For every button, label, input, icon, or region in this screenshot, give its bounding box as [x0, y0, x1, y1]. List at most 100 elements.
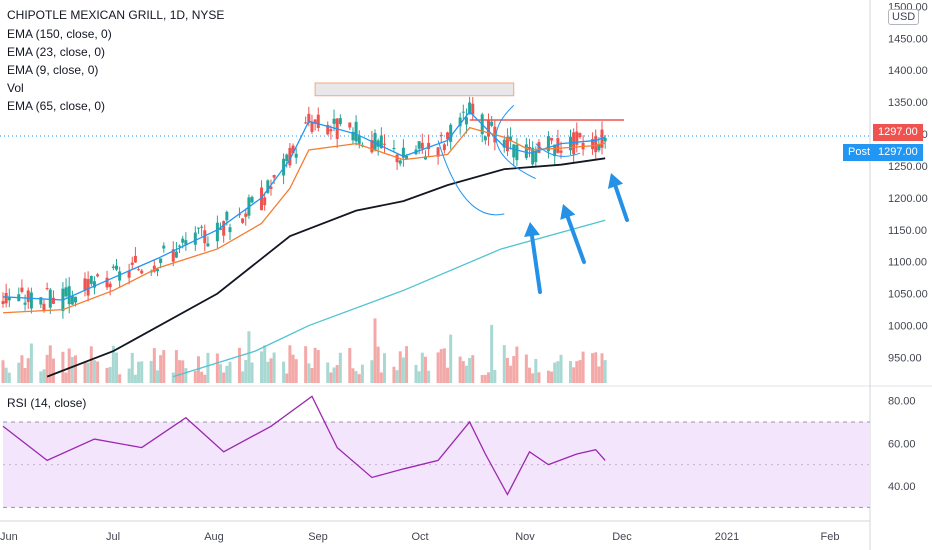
volume-bar: [288, 345, 292, 383]
volume-bar: [206, 352, 210, 383]
price-tick-label: 950.00: [888, 352, 922, 364]
candle-body: [483, 136, 487, 141]
rsi-label[interactable]: RSI (14, close): [7, 396, 87, 410]
candle-body: [575, 131, 579, 145]
volume-bar: [219, 364, 223, 383]
volume-bar: [338, 352, 342, 383]
legend-title: CHIPOTLE MEXICAN GRILL, 1D, NYSE: [7, 8, 225, 22]
candle-body: [140, 270, 144, 274]
candle-body: [4, 292, 8, 304]
volume-bar: [357, 374, 361, 383]
candle-body: [534, 150, 538, 163]
candle-body: [468, 102, 472, 115]
candle-body: [307, 113, 311, 123]
volume-bar: [395, 370, 399, 383]
volume-bar: [471, 355, 475, 383]
candle-body: [348, 122, 352, 128]
volume-bar: [48, 345, 52, 383]
candle-body: [200, 226, 204, 228]
legend-ema150[interactable]: EMA (150, close, 0): [7, 27, 112, 41]
price-tick-label: 1400.00: [888, 65, 928, 77]
candle-body: [269, 186, 273, 190]
arrow-head: [560, 204, 576, 220]
volume-bar: [578, 360, 582, 383]
rsi-line: [2, 395, 606, 496]
candle-body: [162, 245, 166, 249]
candle-body: [423, 156, 427, 160]
volume-bar: [528, 367, 532, 383]
candle-body: [487, 119, 491, 137]
volume-bar: [382, 353, 386, 383]
candle-body: [96, 274, 100, 277]
candle-body: [382, 143, 386, 145]
volume-bar: [247, 331, 251, 383]
candle-body: [203, 230, 207, 244]
legend-vol[interactable]: Vol: [7, 81, 24, 95]
volume-bar: [509, 365, 513, 383]
candle-body: [464, 117, 468, 125]
candle-body: [206, 243, 210, 247]
candle-body: [490, 121, 494, 126]
candle-body: [137, 269, 141, 271]
candle-body: [594, 136, 598, 153]
volume-bar: [515, 346, 519, 383]
volume-bar: [20, 355, 24, 383]
volume-bar: [332, 367, 336, 383]
candle-body: [193, 232, 197, 245]
volume-bar: [490, 324, 494, 383]
volume-bar: [316, 350, 320, 383]
volume-bar: [458, 356, 462, 383]
candle-body: [395, 154, 399, 163]
candle-body: [458, 117, 462, 127]
candle-body: [288, 147, 292, 166]
post-market-price: 1297.00: [873, 144, 923, 161]
price-tick-label: 1250.00: [888, 161, 928, 173]
candle-body: [509, 136, 513, 142]
volume-bar: [200, 371, 204, 383]
price-tick-label: 1450.00: [888, 33, 928, 45]
legend-ema23[interactable]: EMA (23, close, 0): [7, 45, 106, 59]
candle-body: [171, 249, 175, 262]
post-market-label: Post: [843, 144, 876, 161]
candle-body: [597, 144, 601, 151]
candle-body: [568, 136, 572, 151]
volume-bar: [114, 352, 118, 383]
volume-bar: [483, 374, 487, 383]
volume-bar: [137, 361, 141, 383]
volume-bar: [83, 361, 87, 383]
volume-bar: [329, 372, 333, 383]
candle-body: [442, 144, 446, 151]
candle-body: [108, 283, 112, 288]
volume-bar: [326, 362, 330, 383]
legend-ema9[interactable]: EMA (9, close, 0): [7, 63, 99, 77]
candle-body: [23, 302, 27, 305]
volume-bar: [241, 371, 245, 383]
volume-bar: [118, 374, 122, 383]
candle-body: [114, 265, 118, 270]
volume-bar: [591, 353, 595, 383]
candle-body: [392, 147, 396, 150]
rsi-tick-label: 80.00: [888, 396, 916, 408]
candle-body: [196, 227, 200, 229]
cup-curve-annotation: [437, 140, 505, 216]
volume-bar: [171, 372, 175, 383]
last-price-tag: 1297.00: [873, 124, 923, 141]
volume-bar: [310, 368, 314, 383]
candle-body: [316, 114, 320, 129]
volume-bar: [546, 370, 550, 383]
volume-bar: [423, 356, 427, 383]
volume-bar: [550, 371, 554, 383]
candle-body: [51, 297, 55, 304]
volume-bar: [398, 351, 402, 383]
candle-body: [89, 276, 93, 284]
volume-bar: [335, 365, 339, 383]
volume-bar: [228, 361, 232, 383]
time-axis-label: Jul: [106, 531, 120, 543]
volume-bar: [581, 351, 585, 383]
time-axis-label: Sep: [308, 531, 328, 543]
ema9-line: [2, 110, 606, 301]
currency-badge[interactable]: USD: [888, 9, 920, 25]
legend-ema65[interactable]: EMA (65, close, 0): [7, 99, 106, 113]
volume-bar: [420, 352, 424, 383]
